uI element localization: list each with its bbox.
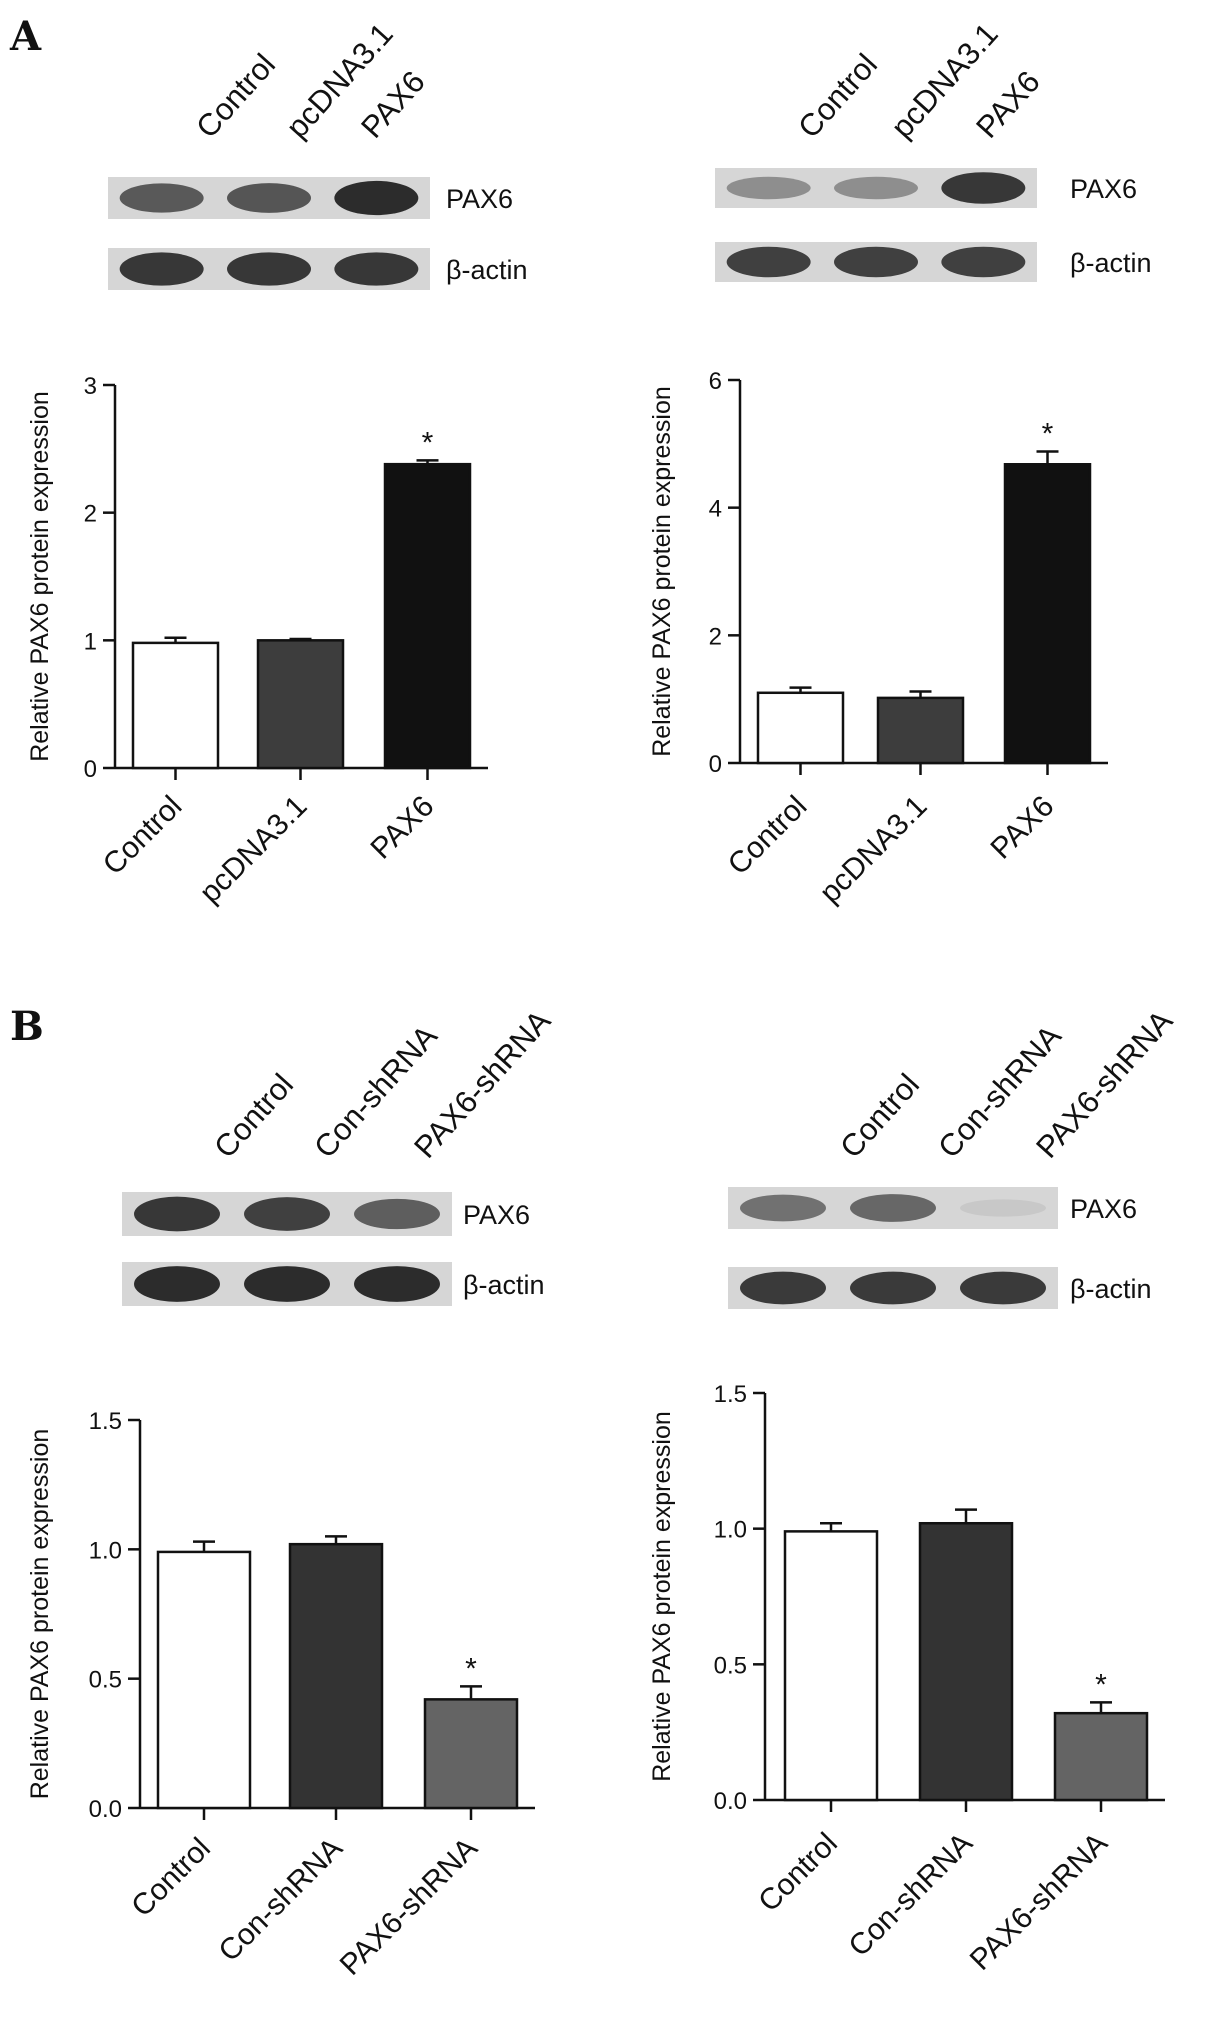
x-tick-label: Con-shRNA: [212, 1832, 349, 1969]
y-axis-title: Relative PAX6 protein expression: [26, 391, 54, 762]
significance-star: *: [1095, 1668, 1107, 1701]
bar: [876, 696, 965, 765]
blot-band: [834, 176, 918, 200]
blot-row-label: PAX6: [463, 1200, 530, 1230]
blot-band: [941, 172, 1026, 204]
bar: [256, 639, 345, 770]
bar: [783, 1530, 879, 1802]
chart-group-2: 0.0 0.5 1.0 1.5 Relative PAX6 protein expres…: [26, 1408, 535, 1982]
blot-band: [740, 1271, 826, 1305]
y-axis-title: Relative PAX6 protein expression: [26, 1429, 54, 1800]
x-tick-label: Control: [722, 790, 814, 882]
blot-row-label: β-actin: [446, 255, 528, 285]
y-axis-title: Relative PAX6 protein expression: [648, 1411, 676, 1782]
x-tick-label: PAX6: [364, 790, 440, 866]
panel-letter-a: A: [9, 13, 42, 60]
bar: [756, 691, 845, 765]
y-tick-label: 3: [84, 373, 97, 400]
y-tick-label: 0: [84, 756, 97, 783]
blot-band: [119, 183, 204, 213]
y-axis-title: Relative PAX6 protein expression: [648, 386, 676, 757]
blot-band: [227, 183, 311, 213]
bar: [383, 462, 472, 770]
blot-row-label: PAX6: [1070, 1194, 1137, 1224]
blot-band: [726, 246, 811, 278]
blot-band: [960, 1271, 1046, 1305]
y-tick-label: 1.5: [714, 1381, 747, 1408]
x-tick-label: pcDNA3.1: [193, 790, 313, 910]
blot-lane-label: PAX6-shRNA: [407, 1003, 557, 1165]
blot-band: [227, 252, 311, 286]
significance-star: *: [422, 426, 434, 459]
bar: [131, 641, 220, 770]
blot-band: [850, 1194, 936, 1222]
y-tick-label: 2: [709, 623, 722, 650]
bar-charts: 0 1 2 3 Relative PAX6 protein expression Cont…: [26, 368, 1165, 1982]
y-tick-label: 0.5: [714, 1652, 747, 1679]
y-tick-label: 0.0: [714, 1788, 747, 1815]
chart-group-0: 0 1 2 3 Relative PAX6 protein expression Cont…: [26, 373, 488, 910]
blot-band: [834, 246, 918, 278]
blot-band: [134, 1266, 220, 1302]
x-tick-label: Con-shRNA: [842, 1827, 979, 1964]
blot-band: [244, 1266, 330, 1302]
blot-row-label: PAX6: [1070, 174, 1137, 204]
x-tick-label: pcDNA3.1: [813, 790, 933, 910]
significance-star: *: [1042, 417, 1054, 450]
y-tick-label: 6: [709, 368, 722, 395]
significance-star: *: [465, 1652, 477, 1685]
y-tick-label: 0: [709, 751, 722, 778]
blot-band: [726, 176, 811, 200]
blot-band: [119, 252, 204, 286]
y-tick-label: 1.0: [714, 1517, 747, 1544]
blot-band: [134, 1196, 220, 1232]
y-tick-label: 0.5: [89, 1667, 122, 1694]
chart-group-3: 0.0 0.5 1.0 1.5 Relative PAX6 protein expres…: [648, 1381, 1165, 1977]
bar: [288, 1542, 384, 1810]
x-tick-label: PAX6-shRNA: [334, 1832, 484, 1982]
blot-band: [960, 1199, 1046, 1217]
y-tick-label: 2: [84, 501, 97, 528]
blot-band: [334, 252, 419, 286]
blot-band: [354, 1266, 440, 1302]
blot-row-label: β-actin: [1070, 248, 1152, 278]
y-tick-label: 1.5: [89, 1408, 122, 1435]
bar: [423, 1698, 519, 1810]
x-tick-label: Control: [125, 1832, 217, 1924]
blot-band: [334, 180, 419, 216]
blot-band: [244, 1197, 330, 1231]
blot-band: [850, 1271, 936, 1305]
blot-band: [354, 1198, 440, 1230]
blot-lane-label: Control: [189, 47, 282, 145]
y-tick-label: 4: [709, 496, 722, 523]
blot-band: [740, 1194, 826, 1222]
blot-row-label: β-actin: [463, 1270, 545, 1300]
chart-group-1: 0 2 4 6 Relative PAX6 protein expression Cont…: [648, 368, 1108, 910]
x-tick-label: PAX6: [984, 790, 1060, 866]
bar: [1053, 1711, 1149, 1802]
x-tick-label: Control: [97, 790, 189, 882]
blot-lane-label: Control: [791, 47, 884, 145]
y-tick-label: 1.0: [89, 1537, 122, 1564]
blot-lane-label: PAX6: [969, 64, 1047, 145]
blot-row-label: β-actin: [1070, 1274, 1152, 1304]
bar: [918, 1521, 1014, 1802]
panel-letter-b: B: [10, 1003, 44, 1050]
x-tick-label: Control: [752, 1827, 844, 1919]
y-tick-label: 1: [84, 628, 97, 655]
x-tick-label: PAX6-shRNA: [964, 1827, 1114, 1977]
blot-lane-label: Control: [833, 1067, 926, 1165]
blot-row-label: PAX6: [446, 184, 513, 214]
blot-band: [941, 246, 1026, 278]
bar: [156, 1550, 252, 1810]
y-tick-label: 0.0: [89, 1796, 122, 1823]
bar: [1003, 463, 1092, 765]
blot-lane-label: Control: [207, 1067, 300, 1165]
